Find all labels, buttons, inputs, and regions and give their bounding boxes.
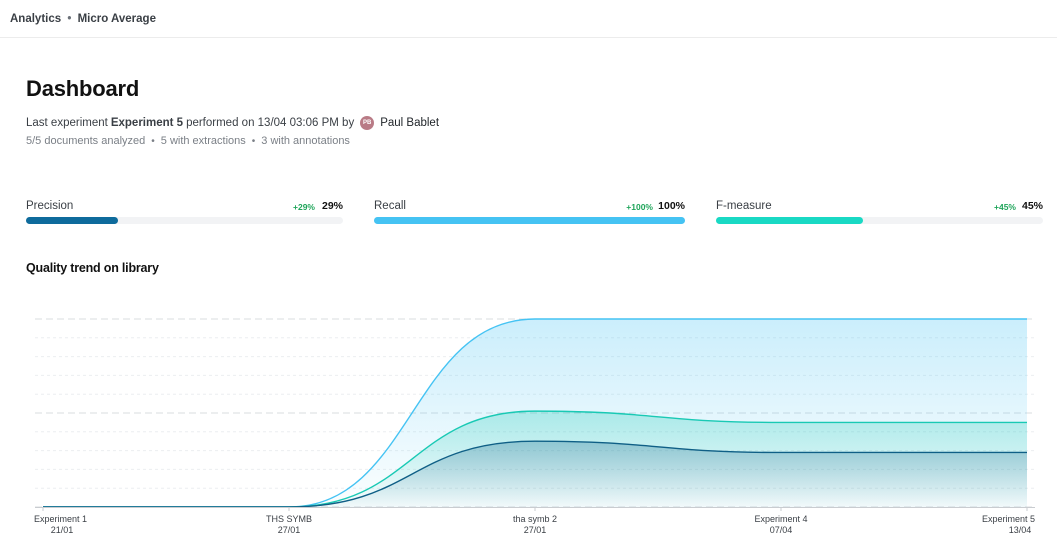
metric-fmeasure: F-measure +45% 45% [716, 200, 1043, 230]
x-tick-date: 21/01 [51, 525, 74, 535]
progress-fill [26, 217, 118, 224]
progress-track [26, 217, 343, 224]
x-tick-label: Experiment 5 [982, 514, 1035, 524]
documents-annotations: 3 with annotations [261, 135, 350, 147]
stats-separator: • [251, 135, 256, 147]
user-name: Paul Bablet [380, 117, 440, 129]
documents-extractions: 5 with extractions [160, 135, 246, 147]
x-tick-date: 27/01 [524, 525, 547, 535]
metric-label: F-measure [716, 200, 772, 212]
metric-delta: +29% [293, 202, 315, 212]
metric-delta: +45% [994, 202, 1016, 212]
stats-separator: • [151, 135, 155, 147]
last-experiment-time: performed on 13/04 03:06 PM by [186, 117, 355, 129]
metric-label: Precision [26, 200, 74, 212]
metric-label: Recall [374, 200, 406, 212]
last-experiment-prefix: Last experiment [26, 117, 108, 129]
metric-delta: +100% [626, 202, 653, 212]
metric-value: 29% [321, 200, 343, 212]
chart-title: Quality trend on library [26, 261, 159, 275]
top-bar: Analytics • Micro Average [0, 0, 1057, 38]
progress-fill [374, 217, 685, 224]
breadcrumb-separator: • [67, 12, 72, 25]
metric-value: 100% [658, 200, 685, 212]
breadcrumb: Analytics • Micro Average [10, 13, 156, 25]
breadcrumb-analytics[interactable]: Analytics [10, 12, 62, 25]
progress-fill [716, 217, 864, 224]
metric-precision: Precision +29% 29% [26, 200, 343, 230]
documents-analyzed: 5/5 documents analyzed [26, 135, 146, 147]
x-tick-date: 07/04 [770, 525, 793, 535]
metric-value: 45% [1021, 200, 1043, 212]
metric-recall: Recall +100% 100% [374, 200, 685, 230]
x-tick-date: 27/01 [278, 525, 301, 535]
last-experiment-name: Experiment 5 [110, 117, 184, 129]
x-tick-label: tha symb 2 [513, 514, 557, 524]
progress-track [716, 217, 1043, 224]
quality-trend-chart: Experiment 1 21/01 THS SYMB 27/01 tha symb 2… [0, 290, 1057, 556]
page-title: Dashboard [26, 76, 140, 101]
last-experiment-info: Last experiment Experiment 5 performed o… [26, 116, 439, 130]
x-tick-label: THS SYMB [266, 514, 312, 524]
breadcrumb-micro-average: Micro Average [77, 12, 156, 25]
avatar: PB [360, 116, 375, 130]
x-tick-label: Experiment 4 [754, 514, 807, 524]
x-tick-label: Experiment 1 [34, 514, 87, 524]
documents-stats: 5/5 documents analyzed • 5 with extracti… [26, 135, 350, 147]
series-area-precision [43, 441, 1027, 507]
progress-track [374, 217, 685, 224]
x-tick-date: 13/04 [1009, 525, 1032, 535]
